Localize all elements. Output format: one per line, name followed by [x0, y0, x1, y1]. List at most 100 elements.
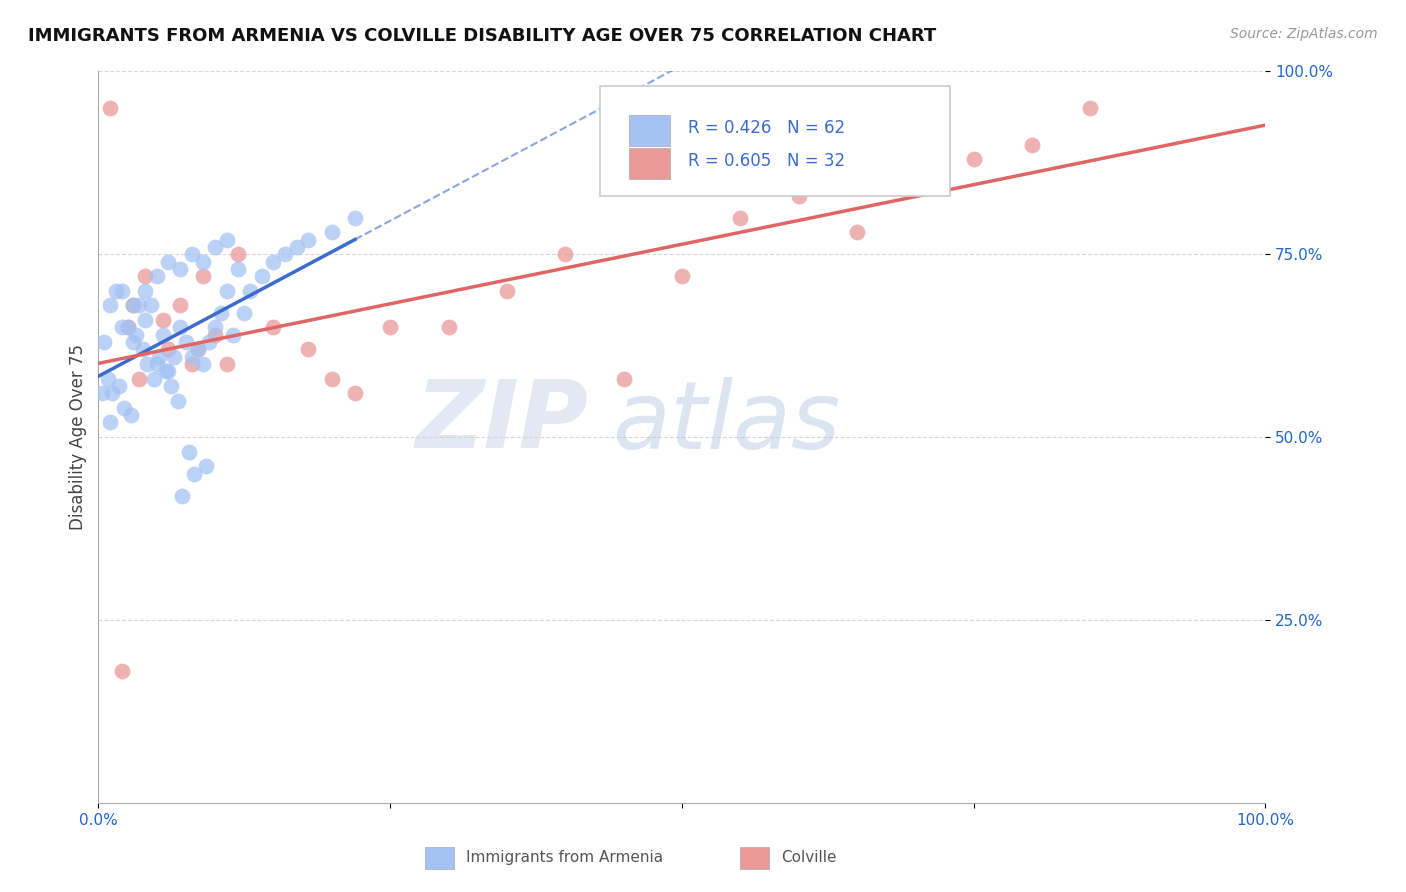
- Point: [209, 306, 232, 320]
- Text: Immigrants from Armenia: Immigrants from Armenia: [465, 850, 664, 865]
- Point: [554, 247, 576, 261]
- Point: [122, 298, 145, 312]
- Point: [215, 233, 238, 247]
- Point: [174, 334, 197, 349]
- Text: atlas: atlas: [612, 377, 841, 468]
- Point: [671, 269, 693, 284]
- Point: [297, 233, 319, 247]
- Point: [612, 371, 634, 385]
- Point: [111, 284, 134, 298]
- FancyBboxPatch shape: [630, 115, 671, 146]
- Point: [180, 357, 202, 371]
- Point: [117, 320, 139, 334]
- Point: [183, 467, 205, 481]
- Text: Colville: Colville: [782, 850, 837, 865]
- Point: [139, 298, 162, 312]
- Point: [193, 254, 215, 268]
- Point: [98, 298, 121, 312]
- Y-axis label: Disability Age Over 75: Disability Age Over 75: [69, 344, 87, 530]
- Point: [194, 459, 217, 474]
- Point: [98, 416, 121, 430]
- Point: [193, 357, 215, 371]
- Point: [146, 357, 169, 371]
- Point: [111, 664, 134, 678]
- Point: [101, 386, 124, 401]
- Point: [239, 284, 262, 298]
- Point: [152, 327, 174, 342]
- Point: [172, 489, 194, 503]
- Point: [134, 313, 156, 327]
- Point: [228, 247, 250, 261]
- Text: IMMIGRANTS FROM ARMENIA VS COLVILLE DISABILITY AGE OVER 75 CORRELATION CHART: IMMIGRANTS FROM ARMENIA VS COLVILLE DISA…: [28, 27, 936, 45]
- Point: [169, 298, 191, 312]
- Point: [163, 350, 186, 364]
- Point: [180, 350, 202, 364]
- Point: [496, 284, 519, 298]
- Point: [134, 269, 156, 284]
- Point: [117, 320, 139, 334]
- Point: [136, 357, 159, 371]
- Bar: [741, 847, 769, 869]
- Point: [166, 393, 188, 408]
- Point: [344, 386, 367, 401]
- Text: R = 0.426   N = 62: R = 0.426 N = 62: [688, 119, 845, 136]
- Point: [204, 327, 226, 342]
- FancyBboxPatch shape: [600, 86, 950, 195]
- Point: [157, 343, 180, 357]
- Point: [198, 334, 221, 349]
- Point: [437, 320, 460, 334]
- Point: [204, 320, 226, 334]
- Point: [285, 240, 308, 254]
- Point: [250, 269, 273, 284]
- Point: [215, 284, 238, 298]
- Point: [155, 364, 177, 378]
- Point: [233, 306, 256, 320]
- Point: [321, 225, 343, 239]
- Point: [169, 320, 191, 334]
- Point: [128, 371, 150, 385]
- Point: [128, 298, 150, 312]
- Point: [104, 284, 127, 298]
- Point: [274, 247, 297, 261]
- Point: [97, 371, 120, 385]
- Point: [98, 101, 121, 115]
- Point: [1080, 101, 1102, 115]
- Text: ZIP: ZIP: [416, 376, 589, 468]
- Bar: [425, 847, 454, 869]
- Point: [179, 444, 201, 458]
- Point: [111, 320, 134, 334]
- Point: [157, 364, 180, 378]
- Point: [215, 357, 238, 371]
- Point: [344, 211, 367, 225]
- Point: [132, 343, 155, 357]
- Point: [146, 269, 169, 284]
- Point: [187, 343, 209, 357]
- Point: [962, 152, 984, 166]
- Point: [134, 284, 156, 298]
- Point: [221, 327, 243, 342]
- Point: [122, 298, 145, 312]
- Point: [1021, 137, 1043, 152]
- Point: [90, 386, 112, 401]
- Point: [321, 371, 343, 385]
- Point: [204, 240, 226, 254]
- Point: [297, 343, 319, 357]
- Point: [846, 225, 869, 239]
- Point: [125, 327, 148, 342]
- Point: [148, 350, 170, 364]
- Point: [228, 261, 250, 276]
- Point: [143, 371, 166, 385]
- Point: [904, 174, 927, 188]
- FancyBboxPatch shape: [630, 148, 671, 179]
- Point: [180, 247, 202, 261]
- Point: [157, 254, 180, 268]
- Point: [159, 379, 181, 393]
- Point: [730, 211, 752, 225]
- Text: Source: ZipAtlas.com: Source: ZipAtlas.com: [1230, 27, 1378, 41]
- Point: [120, 408, 142, 422]
- Point: [787, 188, 810, 202]
- Point: [262, 320, 284, 334]
- Point: [108, 379, 131, 393]
- Point: [169, 261, 191, 276]
- Point: [380, 320, 402, 334]
